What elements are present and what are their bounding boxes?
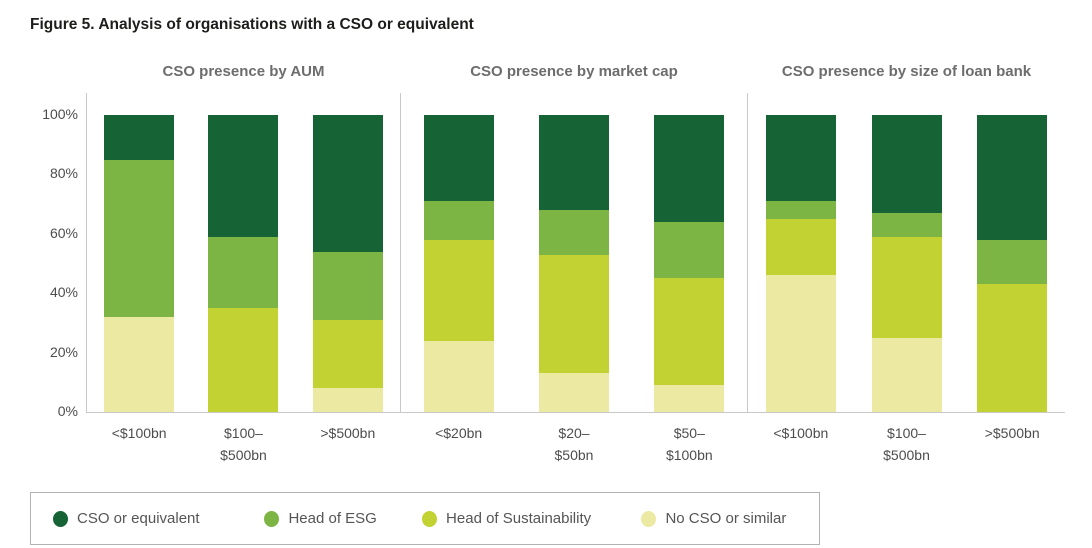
stacked-bar [423,115,494,412]
bar-slot: >$500bn [296,115,400,441]
x-axis-label: $20– $50bn [554,425,594,464]
bar-segment-sustainability [871,236,942,338]
bar-slot: $50– $100bn [632,115,747,463]
stacked-bar [312,115,383,412]
panel-loan-bank: CSO presence by size of loan bank <$100b… [747,63,1065,463]
legend-label: Head of Sustainability [446,510,592,527]
bar-segment-esg [977,239,1048,285]
bar-slot: $100– $500bn [854,115,960,463]
bar-slot: $20– $50bn [516,115,631,463]
bar-segment-no_cso [538,373,609,412]
bar-slot: $100– $500bn [191,115,295,463]
y-axis-label-20pct: 20% [49,343,78,360]
bar-segment-cso [977,115,1048,240]
bar-segment-esg [538,210,609,255]
panel-aum: CSO presence by AUM <$100bn $100– $500bn >… [86,63,400,463]
bar-segment-sustainability [765,218,836,276]
legend-swatch-sustainability [422,510,438,527]
panel-title-aum: CSO presence by AUM [162,63,325,80]
stacked-bar [104,115,175,412]
bar-segment-cso [423,115,494,202]
panel-title-market-cap: CSO presence by market cap [470,63,678,80]
legend-item-no_cso: No CSO or similar [641,510,819,527]
x-axis-label: <$100bn [111,425,167,441]
bar-segment-sustainability [654,278,725,386]
legend-label: Head of ESG [288,510,377,527]
bar-segment-cso [104,115,175,160]
stacked-bar [765,115,836,412]
bar-segment-no_cso [654,385,725,412]
bar-segment-cso [208,115,279,237]
legend-swatch-cso [53,510,68,527]
bar-segment-esg [654,221,725,279]
y-axis-label-0pct: 0% [57,403,78,419]
bar-segment-no_cso [312,388,383,412]
legend-swatch-esg [264,510,280,527]
x-axis-label: >$500bn [320,425,376,441]
y-axis-label-40pct: 40% [49,284,78,301]
bar-segment-no_cso [104,316,175,412]
stacked-bar [538,115,609,412]
x-axis-label: <$100bn [773,425,829,441]
bar-segment-esg [765,201,836,219]
x-axis-label: $100– $500bn [220,425,267,464]
legend: CSO or equivalent Head of ESG Head of Sust… [30,492,820,545]
bar-segment-cso [765,115,836,202]
bar-slot: <$20bn [401,115,516,441]
bar-segment-esg [423,201,494,240]
y-axis-label-60pct: 60% [49,224,78,241]
y-axis-label-80pct: 80% [49,165,78,182]
y-axis-label-100pct: 100% [42,106,78,122]
legend-swatch-no_cso [641,510,657,527]
bar-segment-cso [538,115,609,211]
legend-label: No CSO or similar [665,510,787,527]
legend-item-esg: Head of ESG [264,510,422,527]
panels-row: CSO presence by AUM <$100bn $100– $500bn >… [86,63,1065,463]
bar-segment-no_cso [765,275,836,412]
bar-segment-esg [312,251,383,320]
x-axis-label: <$20bn [435,425,483,441]
bar-slot: <$100bn [748,115,854,441]
x-axis-label: $100– $500bn [883,425,930,464]
panel-market-cap: CSO presence by market cap <$20bn $20– $5… [400,63,747,463]
stacked-bar [977,115,1048,412]
x-axis-label: $50– $100bn [665,425,713,464]
bar-segment-cso [654,115,725,222]
panel-title-loan-bank: CSO presence by size of loan bank [781,63,1032,80]
bar-segment-no_cso [423,340,494,412]
bar-segment-cso [871,115,942,214]
bar-slot: <$100bn [87,115,191,441]
panel-market-cap-bars: <$20bn $20– $50bn $50– $100bn [401,115,747,463]
stacked-bar [654,115,725,412]
bar-segment-sustainability [423,239,494,341]
stacked-bar [208,115,279,412]
legend-item-sustainability: Head of Sustainability [422,510,641,527]
bar-segment-sustainability [538,254,609,374]
x-axis-label: >$500bn [984,425,1040,441]
bar-segment-sustainability [208,308,279,412]
bar-segment-esg [208,236,279,309]
bar-segment-sustainability [977,284,1048,412]
bar-segment-no_cso [871,337,942,412]
bar-segment-esg [104,159,175,317]
stacked-bar [871,115,942,412]
bar-slot: >$500bn [959,115,1065,441]
figure-title: Figure 5. Analysis of organisations with… [30,16,474,33]
panel-loan-bank-bars: <$100bn $100– $500bn >$500bn [748,115,1065,463]
legend-label: CSO or equivalent [77,510,200,527]
legend-item-cso: CSO or equivalent [53,510,264,527]
bar-segment-cso [312,115,383,252]
bar-segment-esg [871,213,942,237]
bar-segment-sustainability [312,319,383,389]
panel-aum-bars: <$100bn $100– $500bn >$500bn [87,115,400,463]
